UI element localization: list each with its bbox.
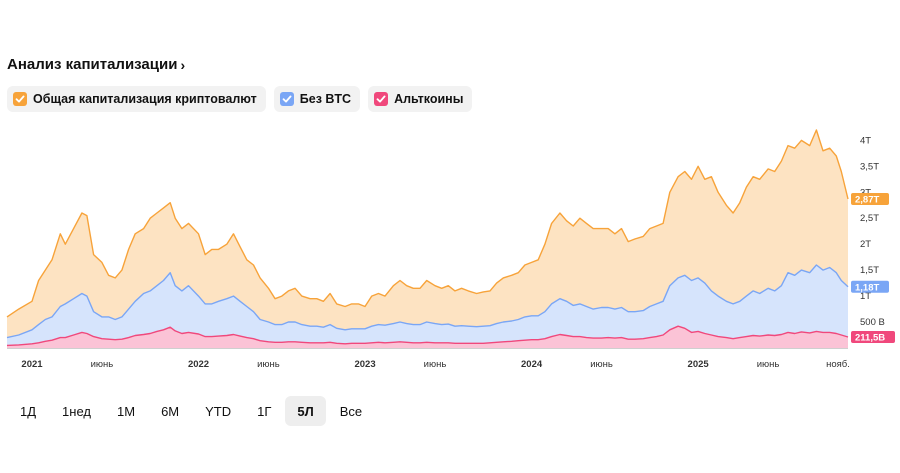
series-line-ex-btc (6, 264, 849, 339)
range-1y[interactable]: 1Г (257, 403, 272, 419)
x-tick-label: 2023 (354, 359, 375, 370)
series-area-altcoins (7, 326, 848, 348)
x-tick-label: 2022 (188, 359, 209, 370)
legend: Общая капитализация криптовалют Без BTC … (7, 86, 473, 112)
checkbox-checked-icon (279, 92, 294, 106)
y-tick-label: 4T (860, 135, 871, 146)
time-range-selector: 1Д 1нед 1М 6М YTD 1Г 5Л Все (8, 396, 374, 426)
y-tick-label: 3T (860, 187, 871, 198)
range-ytd[interactable]: YTD (205, 403, 232, 419)
series-area-ex-btc (7, 265, 848, 348)
checkbox-checked-icon (13, 92, 27, 106)
y-tick-label: 1T (860, 291, 871, 302)
x-tick-label: июнь (91, 359, 114, 370)
current-value-label: 1,18T (855, 282, 879, 293)
series-line-altcoins (6, 325, 849, 347)
current-value-label: 211,5B (855, 333, 885, 344)
page-title[interactable]: Анализ капитализации › (7, 56, 185, 73)
range-1d[interactable]: 1Д (20, 403, 37, 419)
range-1m[interactable]: 1М (117, 403, 136, 419)
x-tick-label: июнь (757, 359, 780, 370)
current-value-tag (851, 280, 889, 293)
x-tick-label: 2024 (521, 359, 543, 370)
chevron-right-icon: › (180, 56, 186, 73)
y-tick-label: 3,5T (860, 161, 879, 172)
y-tick-label: 2T (860, 239, 871, 250)
page-title-text: Анализ капитализации (7, 56, 178, 73)
series-line-total (6, 129, 849, 318)
series-area-total (7, 130, 848, 348)
x-tick-label: 2021 (21, 359, 43, 370)
legend-label: Общая капитализация криптовалют (33, 92, 257, 106)
legend-toggle-altcoins[interactable]: Альткоины (368, 86, 473, 112)
range-all[interactable]: Все (339, 403, 363, 419)
x-tick-label: нояб. (826, 359, 850, 370)
y-tick-label: 500 B (860, 317, 885, 328)
market-cap-chart[interactable]: 500 B 1T 1,5T 2T 2,5T 3T 3,5T 4T 2,87T 1,18T 211,5… (0, 120, 900, 382)
legend-label: Альткоины (394, 92, 464, 106)
legend-toggle-total[interactable]: Общая капитализация криптовалют (7, 86, 266, 112)
x-tick-label: июнь (590, 359, 613, 370)
x-tick-label: июнь (257, 359, 280, 370)
x-tick-label: июнь (424, 359, 447, 370)
checkbox-checked-icon (374, 92, 389, 106)
range-5y[interactable]: 5Л (285, 396, 326, 426)
range-1w[interactable]: 1нед (62, 403, 91, 419)
x-tick-label: 2025 (688, 359, 710, 370)
current-value-tag (851, 331, 895, 344)
y-tick-label: 1,5T (860, 265, 879, 276)
current-value-tag (851, 193, 889, 206)
current-value-label: 2,87T (855, 195, 879, 206)
range-6m[interactable]: 6М (161, 403, 180, 419)
y-tick-label: 2,5T (860, 213, 879, 224)
legend-label: Без BTC (299, 92, 352, 106)
legend-toggle-ex-btc[interactable]: Без BTC (273, 86, 361, 112)
